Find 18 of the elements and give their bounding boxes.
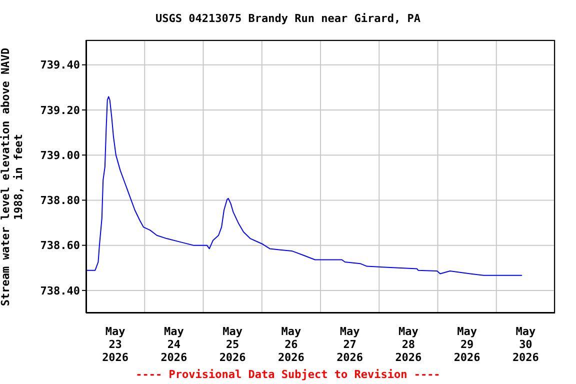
x-tick-label: May 24 2026: [160, 325, 188, 364]
chart-title: USGS 04213075 Brandy Run near Girard, PA: [154, 12, 422, 25]
text: ---- Provisional Data Subject to Revision ----: [134, 368, 442, 381]
x-tick-label: May 28 2026: [395, 325, 422, 364]
y-tick-label: 738.60: [40, 239, 80, 252]
y-tick-label: 739.40: [40, 58, 80, 72]
x-tick-label: May 26 2026: [278, 325, 305, 364]
y-tick-label: 738.40: [40, 284, 80, 298]
x-tick-label: May 27 2026: [336, 325, 364, 364]
y-tick-label: 738.80: [40, 194, 80, 208]
x-tick-label: May 30 2026: [512, 325, 540, 364]
x-tick-label: May 25 2026: [219, 325, 246, 364]
x-tick-label: May 29 2026: [454, 325, 481, 364]
y-axis-title: Stream water level elevation above NAVD 1988, in feet: [0, 46, 25, 308]
y-tick-label: 739.20: [40, 104, 80, 117]
line-series: [86, 96, 523, 276]
x-tick-label: May 23 2026: [102, 325, 129, 364]
y-tick-label: 739.00: [40, 148, 80, 162]
